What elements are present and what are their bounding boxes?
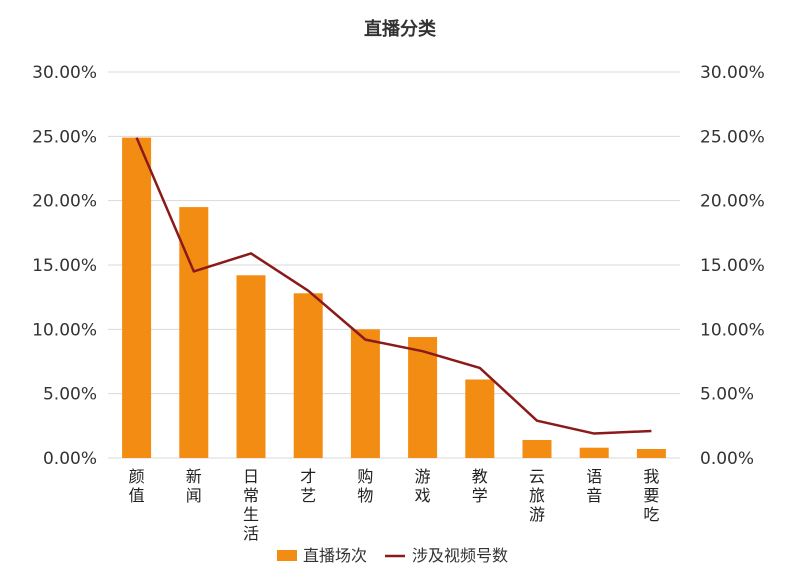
bar [636,448,666,458]
x-category-label: 语音 [586,467,602,505]
x-category-label: 云旅游 [529,467,545,524]
y-tick-label-right: 15.00% [700,256,765,276]
y-tick-label-left: 0.00% [43,449,97,469]
legend: 直播场次 涉及视频号数 [277,546,508,565]
bar [293,293,323,458]
bars [122,137,666,458]
y-tick-label-right: 25.00% [700,127,765,147]
bar [350,329,380,458]
y-tick-label-right: 20.00% [700,192,765,212]
legend-bar-swatch [277,550,297,561]
x-category-label: 我要吃 [643,467,659,524]
y-tick-label-left: 25.00% [32,127,97,147]
line-path [135,137,652,435]
y-tick-label-right: 5.00% [700,385,754,405]
y-tick-label-right: 0.00% [700,449,754,469]
x-category-label: 购物 [357,467,373,505]
y-tick-label-left: 30.00% [32,63,97,83]
y-tick-label-left: 15.00% [32,256,97,276]
line-series [135,137,652,435]
y-tick-label-left: 10.00% [32,320,97,340]
x-category-label: 新闻 [186,467,202,505]
bar [408,337,438,458]
bar [579,447,609,458]
y-axis-left: 0.00% 5.00% 10.00% 15.00% 20.00% 25.00% 30.00% [32,63,97,469]
x-category-label: 教学 [472,467,488,505]
bar [236,275,266,458]
legend-line-label: 涉及视频号数 [412,546,508,565]
x-axis: 颜值 新闻 日常生活 才艺 购物 游戏 教学 云旅游 语音 我要吃 [129,467,660,543]
y-tick-label-left: 20.00% [32,192,97,212]
bar [465,379,495,458]
x-category-label: 日常生活 [243,467,259,543]
x-category-label: 才艺 [300,467,316,505]
x-category-label: 游戏 [415,467,431,505]
bar [522,439,552,458]
bar [122,137,152,458]
x-category-label: 颜值 [129,467,145,505]
y-tick-label-right: 10.00% [700,320,765,340]
y-tick-label-left: 5.00% [43,385,97,405]
chart-title: 直播分类 [364,18,437,40]
y-axis-right: 0.00% 5.00% 10.00% 15.00% 20.00% 25.00% 30.00% [700,63,765,469]
legend-bar-label: 直播场次 [303,546,367,565]
y-tick-label-right: 30.00% [700,63,765,83]
